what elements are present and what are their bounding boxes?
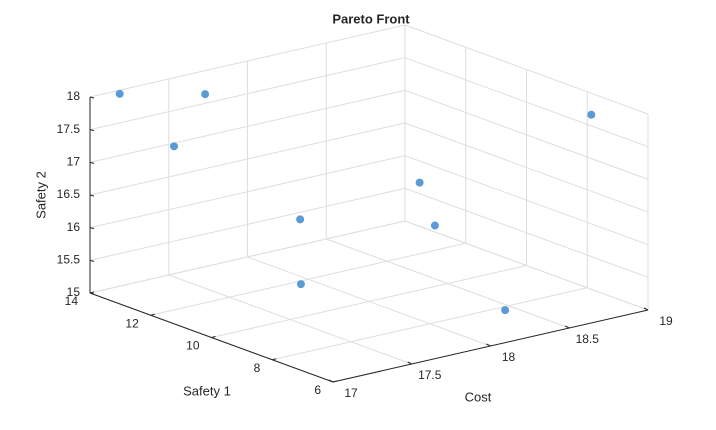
z-tick-label: 18 xyxy=(67,89,81,103)
grid-line xyxy=(89,24,406,98)
tick-mark xyxy=(150,313,155,316)
point xyxy=(501,306,510,315)
tick-mark xyxy=(89,161,95,164)
tick-mark xyxy=(272,358,277,361)
y-tick-label: 6 xyxy=(314,383,321,397)
grid-line xyxy=(404,155,649,246)
grid-line xyxy=(89,187,406,261)
point xyxy=(296,280,305,289)
z-tick-label: 15.5 xyxy=(57,253,81,267)
z-tick-label: 17 xyxy=(67,155,81,169)
y-axis-label: Safety 1 xyxy=(183,383,231,398)
grid-line xyxy=(89,155,406,229)
tick-mark xyxy=(89,259,95,262)
x-tick-label: 17 xyxy=(344,386,358,400)
tick-mark xyxy=(89,227,95,230)
z-tick-label: 16 xyxy=(67,220,81,234)
x-tick-label: 18.5 xyxy=(576,332,600,346)
x-axis-label: Cost xyxy=(465,389,492,404)
y-tick-label: 14 xyxy=(65,294,79,308)
point xyxy=(115,89,124,98)
grid-line xyxy=(89,89,406,163)
x-tick-label: 19 xyxy=(659,314,673,328)
tick-mark xyxy=(565,325,570,329)
tick-mark xyxy=(643,307,649,311)
tick-mark xyxy=(211,336,216,338)
grid-line xyxy=(272,287,588,361)
tick-mark xyxy=(328,379,334,383)
z-axis-label: Safety 2 xyxy=(33,171,48,219)
grid-line xyxy=(89,220,406,294)
grid-line xyxy=(404,24,649,115)
point xyxy=(430,221,439,230)
x-tick-label: 17.5 xyxy=(418,368,442,382)
y-tick-label: 10 xyxy=(186,339,200,353)
grid-line xyxy=(404,57,649,148)
grid-line xyxy=(89,122,406,196)
grid-line xyxy=(150,242,466,316)
point xyxy=(415,178,424,187)
tick-mark xyxy=(407,361,412,365)
grid-line xyxy=(404,187,649,278)
grid-line xyxy=(211,265,527,338)
point xyxy=(201,90,210,99)
z-tick-label: 15 xyxy=(67,285,81,299)
point xyxy=(170,142,179,151)
z-tick-label: 17.5 xyxy=(57,122,81,136)
tick-mark xyxy=(89,292,95,295)
tick-mark xyxy=(89,194,95,197)
grid-line xyxy=(404,220,649,311)
z-tick-label: 16.5 xyxy=(57,187,81,201)
grid-line xyxy=(404,89,649,180)
tick-mark xyxy=(486,343,491,347)
tick-mark xyxy=(89,96,95,99)
x-tick-label: 18 xyxy=(502,350,516,364)
grid-line xyxy=(404,122,649,213)
point xyxy=(296,215,305,224)
tick-mark xyxy=(332,380,338,383)
tick-mark xyxy=(89,129,95,132)
y-tick-label: 8 xyxy=(254,361,261,375)
chart-title: Pareto Front xyxy=(332,11,410,26)
grid-line xyxy=(89,57,406,131)
point xyxy=(587,110,596,119)
y-tick-label: 12 xyxy=(125,316,139,330)
